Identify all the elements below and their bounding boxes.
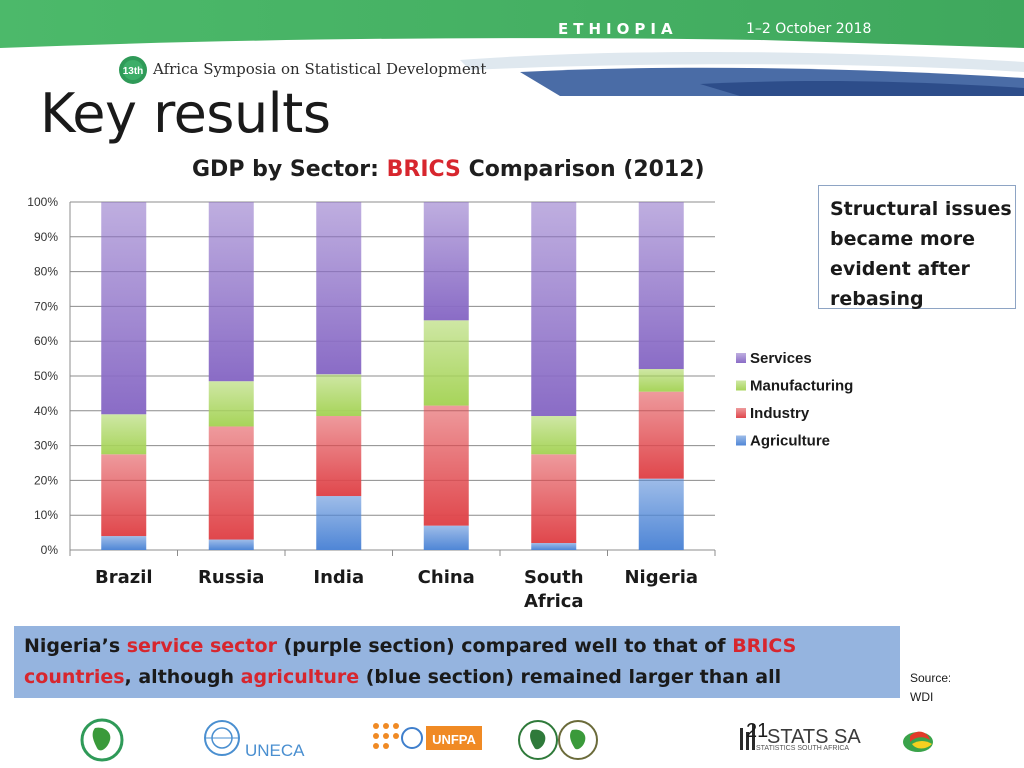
bar-manufacturing-south-africa: [531, 416, 577, 455]
x-tick-label: South: [524, 567, 584, 588]
summary-part-2: (purple section) compared well to that o…: [276, 635, 733, 657]
bar-agriculture-brazil: [101, 536, 147, 550]
symposium-logo-icon: 13th: [119, 56, 147, 84]
summary-part-4: , although: [124, 666, 241, 688]
header-band: ETHIOPIA 1–2 October 2018: [0, 0, 1024, 96]
chart-title-part2: Comparison (2012): [460, 157, 705, 182]
african-union-logo-icon: [80, 718, 124, 762]
legend-swatch-industry: [736, 408, 746, 418]
bar-agriculture-india: [316, 496, 362, 550]
unfpa-dots-icon: [373, 723, 399, 749]
unfpa-un-icon: [401, 727, 423, 749]
summary-part-6: (blue section) remained larger than all: [359, 666, 782, 688]
bar-agriculture-china: [423, 525, 469, 550]
stats-sa-bars-icon: [740, 724, 755, 750]
bar-services-china: [423, 202, 469, 321]
header-country: ETHIOPIA: [558, 20, 678, 38]
bar-industry-russia: [208, 426, 254, 540]
bar-industry-brazil: [101, 454, 147, 537]
legend-label-industry: Industry: [750, 405, 810, 422]
stats-sa-label: STATS SA: [767, 726, 861, 748]
bar-industry-china: [423, 405, 469, 526]
x-tick-label: China: [418, 567, 475, 588]
chart-title-highlight: BRICS: [386, 157, 461, 182]
summary-part-3: BRICS countries: [24, 635, 797, 688]
bar-industry-india: [316, 416, 362, 497]
page-number: 21: [746, 720, 769, 742]
y-tick-label: 50%: [34, 369, 58, 383]
y-tick-label: 70%: [34, 299, 58, 313]
page-title: Key results: [40, 82, 331, 145]
un-emblem-icon: [204, 720, 240, 756]
bar-agriculture-russia: [208, 539, 254, 550]
note-box: Structural issues became more evident af…: [818, 185, 1016, 310]
bar-manufacturing-india: [316, 374, 362, 417]
y-tick-label: 90%: [34, 230, 58, 244]
bar-services-south-africa: [531, 202, 577, 417]
y-tick-label: 40%: [34, 404, 58, 418]
summary-part-1: service sector: [126, 635, 277, 657]
legend-swatch-agriculture: [736, 435, 746, 446]
legend-swatch-services: [736, 353, 746, 363]
legend-label-manufacturing: Manufacturing: [750, 378, 853, 395]
bar-agriculture-nigeria: [638, 478, 684, 550]
bar-manufacturing-russia: [208, 381, 254, 427]
y-tick-label: 80%: [34, 265, 58, 279]
unfpa-badge: [426, 726, 482, 750]
chart-title: GDP by Sector: BRICS Comparison (2012): [192, 157, 705, 182]
x-tick-label: Africa: [524, 591, 584, 612]
x-tick-label: India: [313, 567, 364, 588]
bar-manufacturing-china: [423, 320, 469, 406]
uneca-label: UNECA: [245, 741, 305, 760]
bar-agriculture-south-africa: [531, 543, 577, 550]
bar-services-india: [316, 202, 362, 375]
x-tick-label: Russia: [198, 567, 264, 588]
legend-label-agriculture: Agriculture: [750, 433, 830, 450]
header-shapes: [0, 0, 1024, 96]
chart-title-part1: GDP by Sector:: [192, 157, 387, 182]
gdp-sector-chart: 0% 10% 20% 30% 40% 50% 60% 70% 80% 90% 100% Brazil R…: [27, 195, 853, 612]
y-tick-label: 30%: [34, 439, 58, 453]
bar-manufacturing-nigeria: [638, 369, 684, 392]
y-tick-label: 10%: [34, 508, 58, 522]
x-tick-label: Brazil: [95, 567, 153, 588]
stats-sa-sub: STATISTICS SOUTH AFRICA: [756, 745, 850, 752]
bar-industry-nigeria: [638, 391, 684, 479]
footer-logos: UNECA UNFPA: [80, 718, 933, 762]
bar-industry-south-africa: [531, 454, 577, 544]
y-tick-label: 0%: [41, 543, 59, 557]
summary-box: Nigeria’s service sector (purple section…: [14, 626, 900, 698]
header-dates: 1–2 October 2018: [746, 21, 872, 37]
symposium-badge: 13th: [123, 66, 144, 77]
source-note: Source: WDI: [910, 671, 950, 704]
bar-services-nigeria: [638, 202, 684, 370]
legend-label-services: Services: [750, 350, 812, 367]
y-tick-label: 100%: [27, 195, 58, 209]
summary-part-5: agriculture: [240, 666, 360, 688]
symposium-name: Africa Symposia on Statistical Developme…: [153, 60, 487, 78]
ethiopia-logo-icon: [903, 731, 933, 752]
unfpa-label: UNFPA: [432, 732, 476, 747]
bar-manufacturing-brazil: [101, 414, 147, 455]
y-tick-label: 60%: [34, 334, 58, 348]
bar-services-russia: [208, 202, 254, 382]
x-tick-label: Nigeria: [624, 567, 698, 588]
african-seal-icon: [558, 720, 598, 760]
y-tick-label: 20%: [34, 473, 58, 487]
legend-swatch-manufacturing: [736, 380, 746, 391]
afdb-seal-icon: [518, 720, 558, 760]
summary-part-0: Nigeria’s: [24, 635, 127, 657]
bar-services-brazil: [101, 202, 147, 415]
